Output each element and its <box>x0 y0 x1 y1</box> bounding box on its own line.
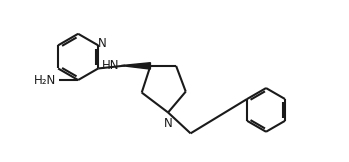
Text: HN: HN <box>102 59 119 72</box>
Text: H₂N: H₂N <box>34 74 55 87</box>
Polygon shape <box>121 63 150 69</box>
Text: N: N <box>164 117 172 130</box>
Text: N: N <box>98 37 107 50</box>
